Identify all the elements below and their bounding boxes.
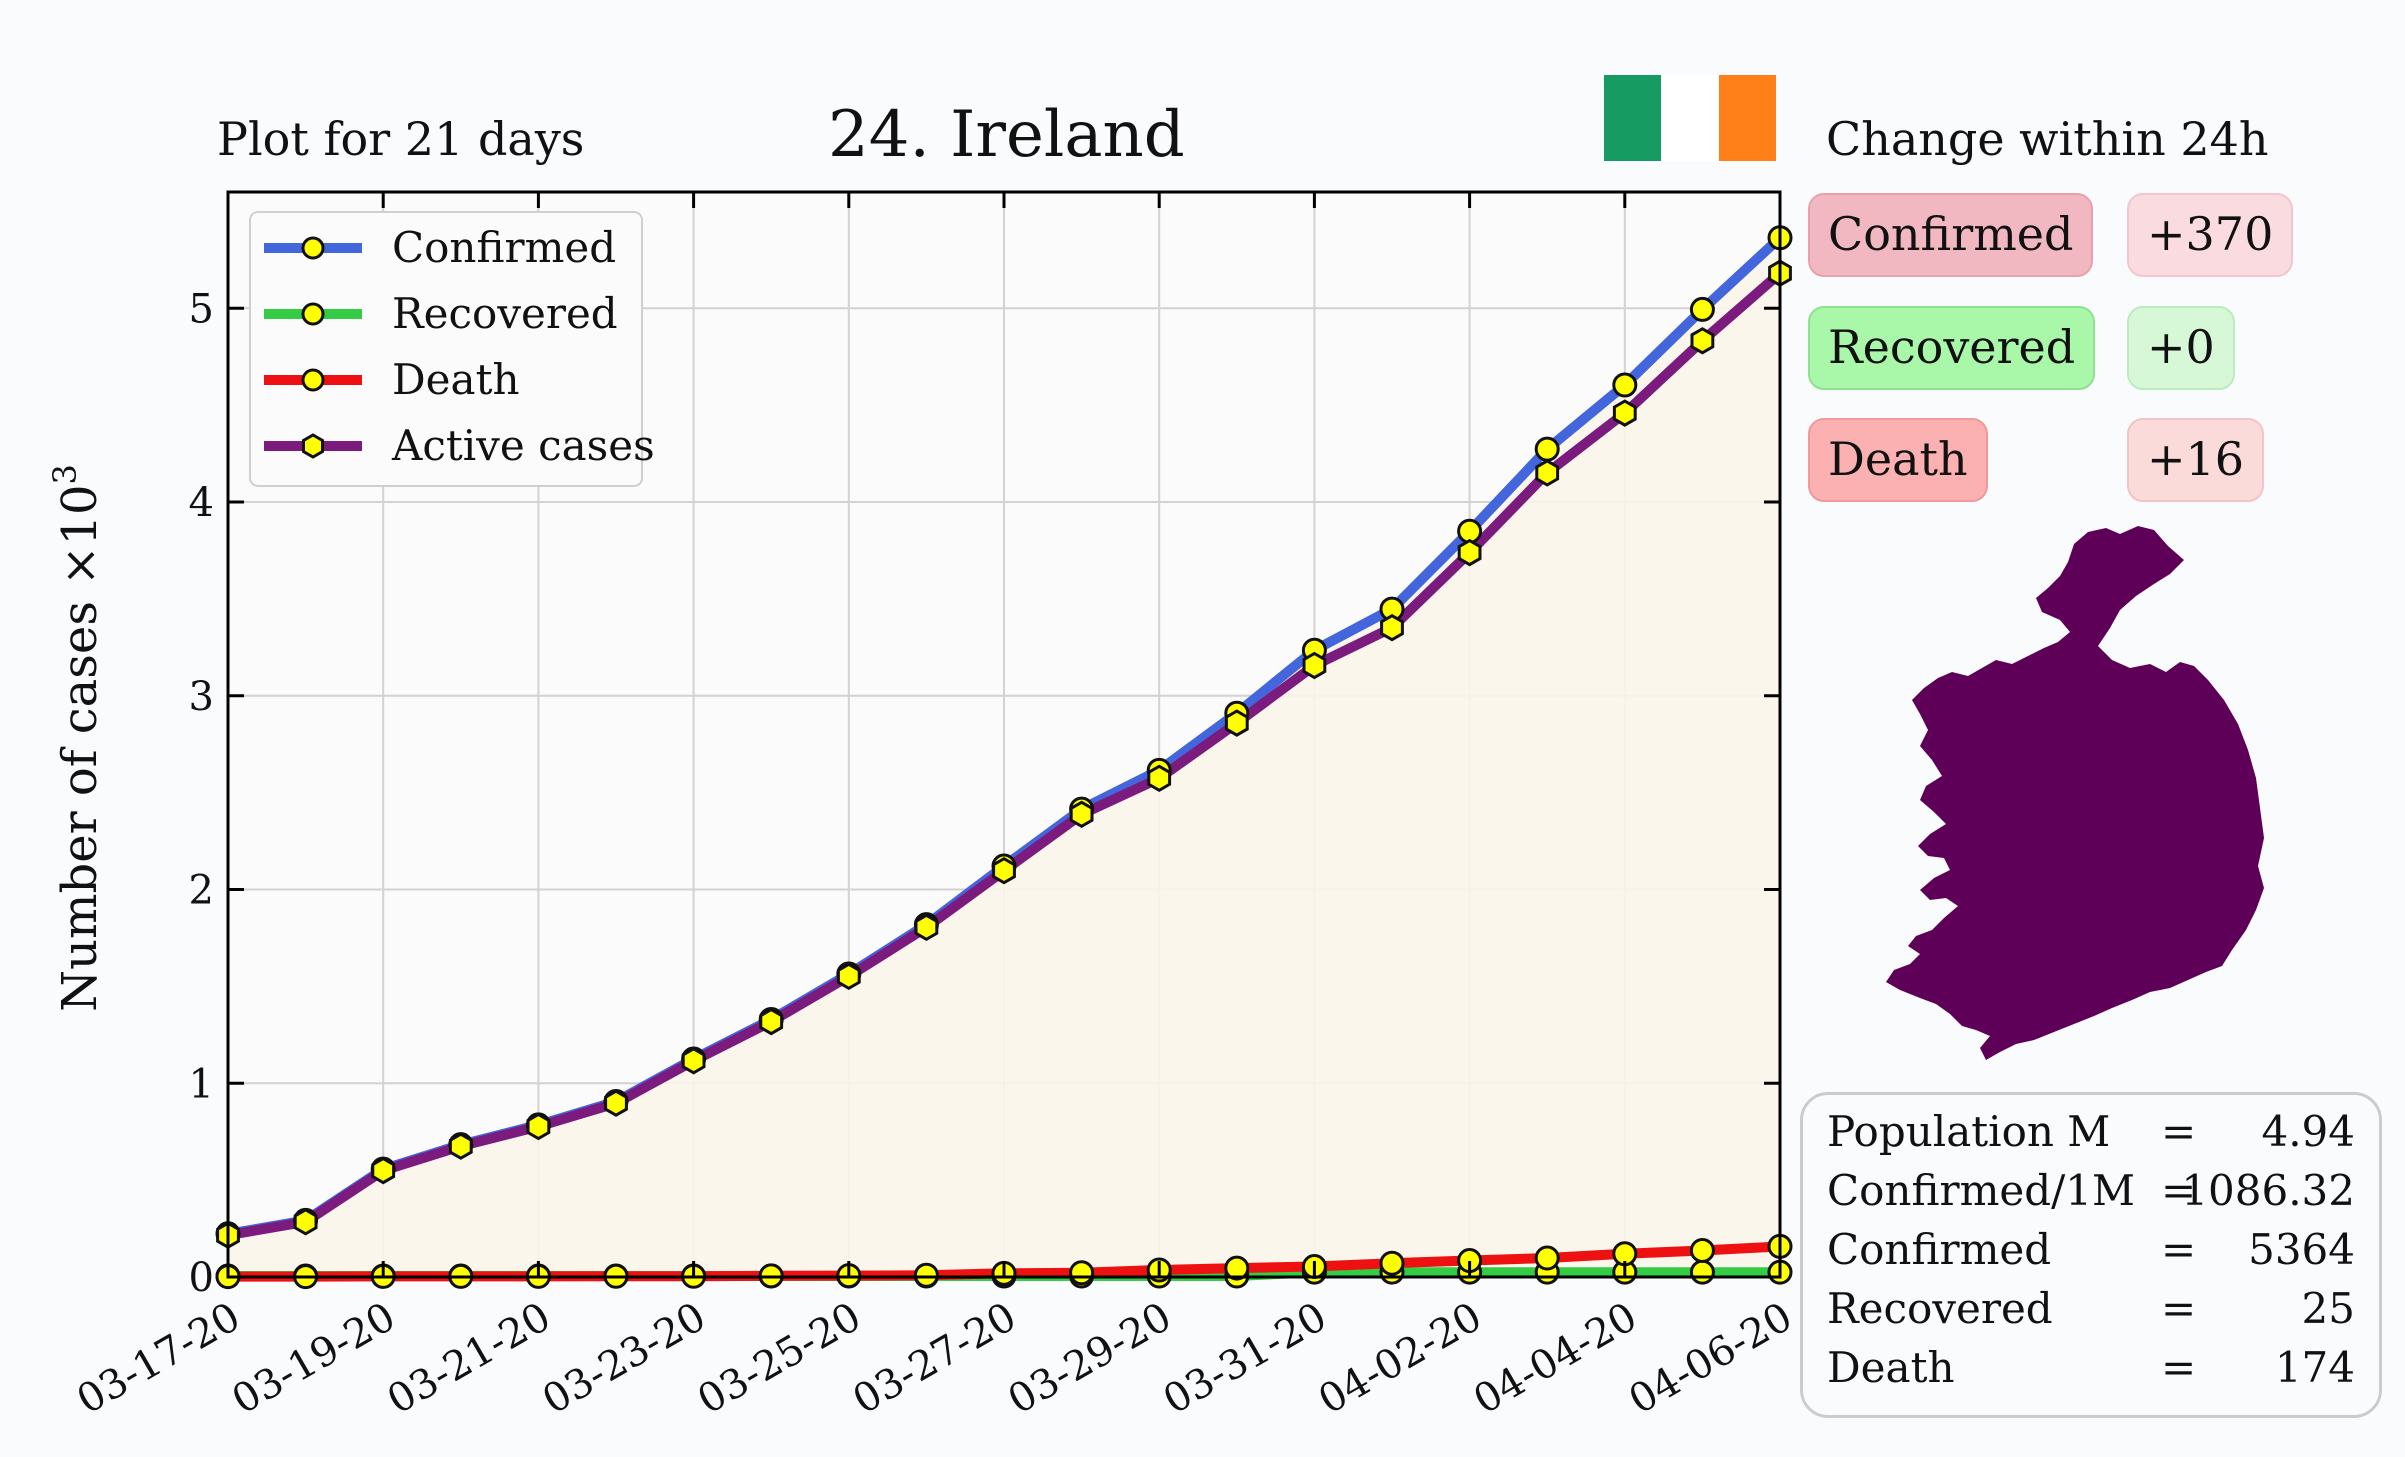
stat-label: Population M bbox=[1827, 1107, 2111, 1156]
stat-label: Confirmed/1M bbox=[1827, 1166, 2136, 1215]
x-tick-label: 03-27-20 bbox=[845, 1294, 1024, 1424]
flag-orange-stripe bbox=[1718, 75, 1776, 161]
legend-label: Death bbox=[392, 355, 520, 404]
recovered-change-label: Recovered bbox=[1808, 306, 2096, 390]
data-point bbox=[1069, 1260, 1095, 1286]
stat-value: 25 bbox=[2301, 1284, 2355, 1333]
stat-value: 1086.32 bbox=[2181, 1166, 2355, 1215]
confirmed-change-value: +370 bbox=[2127, 193, 2294, 277]
data-point bbox=[1534, 1245, 1560, 1271]
stat-equals: = bbox=[2161, 1343, 2197, 1392]
x-tick-label: 04-06-20 bbox=[1621, 1294, 1800, 1424]
recovered-change-value: +0 bbox=[2127, 306, 2235, 390]
x-tick-label: 03-19-20 bbox=[225, 1294, 404, 1424]
x-tick-label: 03-17-20 bbox=[69, 1294, 248, 1424]
legend-label: Active cases bbox=[391, 421, 655, 470]
stat-label: Recovered bbox=[1827, 1284, 2053, 1333]
legend-label: Recovered bbox=[392, 289, 618, 338]
ireland-map-silhouette bbox=[1886, 526, 2264, 1060]
stat-equals: = bbox=[2161, 1284, 2197, 1333]
stat-value: 4.94 bbox=[2261, 1107, 2355, 1156]
data-point bbox=[1534, 436, 1560, 462]
y-tick-label: 0 bbox=[189, 1255, 214, 1301]
data-point bbox=[1612, 399, 1637, 427]
x-tick-label: 03-21-20 bbox=[380, 1294, 559, 1424]
legend-marker bbox=[301, 302, 325, 326]
area-fill bbox=[228, 237, 1780, 1278]
y-axis-label: Number of cases ×103 bbox=[46, 464, 108, 1012]
y-tick-label: 1 bbox=[189, 1061, 214, 1107]
stats-table: Population M = 4.94 Confirmed/1M = 1086.… bbox=[1800, 1092, 2382, 1418]
stat-label: Confirmed bbox=[1827, 1225, 2052, 1274]
stat-value: 5364 bbox=[2248, 1225, 2355, 1274]
y-tick-label: 5 bbox=[189, 286, 214, 332]
legend-marker bbox=[301, 236, 325, 260]
x-tick-label: 03-23-20 bbox=[535, 1294, 714, 1424]
death-change-label: Death bbox=[1808, 418, 1988, 502]
plot-subtitle: Plot for 21 days bbox=[217, 112, 585, 166]
stat-row-confirmed: Confirmed = 5364 bbox=[1827, 1225, 2355, 1283]
data-point bbox=[759, 1007, 784, 1036]
data-point bbox=[836, 962, 861, 991]
page-title: 24. Ireland bbox=[828, 98, 1185, 172]
stat-equals: = bbox=[2161, 1166, 2197, 1215]
stat-equals: = bbox=[2161, 1107, 2197, 1156]
data-point bbox=[448, 1132, 473, 1160]
flag-white-stripe bbox=[1661, 75, 1719, 161]
change-panel-title: Change within 24h bbox=[1826, 112, 2269, 166]
data-point bbox=[914, 913, 939, 942]
data-point bbox=[913, 1262, 939, 1288]
confirmed-change-label: Confirmed bbox=[1808, 193, 2094, 277]
stat-row-death: Death = 174 bbox=[1827, 1343, 2355, 1401]
confirmed-area-fill bbox=[228, 237, 1780, 1278]
death-change-value: +16 bbox=[2127, 418, 2265, 502]
data-point bbox=[604, 1089, 628, 1117]
y-tick-label: 2 bbox=[189, 868, 214, 914]
data-point bbox=[526, 1112, 551, 1141]
data-point bbox=[1689, 1259, 1715, 1285]
flag-green-stripe bbox=[1604, 75, 1662, 161]
data-point bbox=[1069, 800, 1094, 829]
x-tick-label: 04-02-20 bbox=[1311, 1294, 1490, 1424]
legend: Confirmed Recovered Death Active cases bbox=[249, 211, 655, 487]
stat-row-population: Population M = 4.94 bbox=[1827, 1107, 2355, 1165]
legend-marker bbox=[301, 368, 325, 392]
legend-marker bbox=[302, 433, 324, 459]
legend-box bbox=[249, 211, 643, 487]
ireland-map-icon bbox=[1886, 526, 2264, 1060]
data-point bbox=[1690, 327, 1715, 355]
x-tick-label: 04-04-20 bbox=[1466, 1294, 1645, 1424]
data-point bbox=[1147, 764, 1172, 793]
data-point bbox=[681, 1047, 706, 1075]
data-point bbox=[992, 856, 1016, 885]
data-point bbox=[1224, 709, 1249, 737]
data-point bbox=[1302, 651, 1327, 680]
data-point bbox=[1612, 372, 1638, 398]
data-point bbox=[1535, 459, 1560, 487]
ireland-flag-icon bbox=[1604, 75, 1776, 161]
data-point bbox=[371, 1156, 396, 1185]
data-point bbox=[1224, 1255, 1250, 1281]
y-tick-label: 3 bbox=[189, 674, 214, 720]
x-tick-label: 03-29-20 bbox=[1001, 1294, 1180, 1424]
legend-label: Confirmed bbox=[392, 223, 616, 272]
stat-row-recovered: Recovered = 25 bbox=[1827, 1284, 2355, 1342]
stat-equals: = bbox=[2161, 1225, 2197, 1274]
stat-row-confirmed-per-million: Confirmed/1M = 1086.32 bbox=[1827, 1166, 2355, 1224]
data-point bbox=[1689, 1237, 1715, 1263]
data-point bbox=[1689, 296, 1715, 322]
data-point bbox=[1379, 1250, 1405, 1276]
stat-value: 174 bbox=[2274, 1343, 2355, 1392]
data-point bbox=[1457, 538, 1482, 567]
data-point bbox=[293, 1208, 318, 1236]
stat-label: Death bbox=[1827, 1343, 1955, 1392]
x-tick-label: 03-25-20 bbox=[690, 1294, 869, 1424]
x-tick-label: 03-31-20 bbox=[1156, 1294, 1335, 1424]
data-point bbox=[1380, 613, 1404, 642]
y-tick-label: 4 bbox=[189, 480, 214, 526]
